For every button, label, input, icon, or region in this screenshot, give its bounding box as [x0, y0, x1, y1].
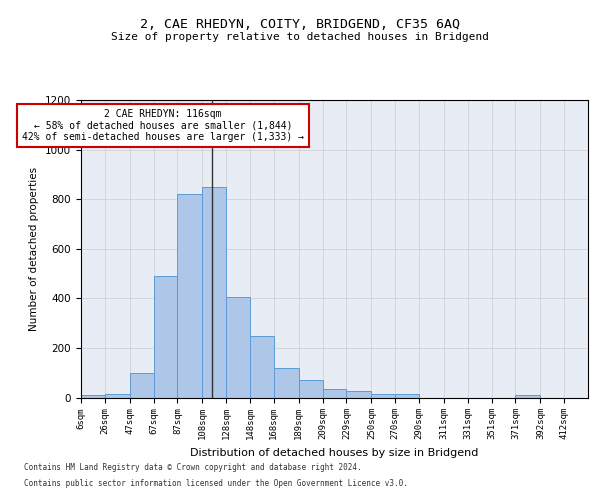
Bar — [154, 276, 178, 398]
Bar — [250, 336, 274, 398]
Text: 2 CAE RHEDYN: 116sqm
← 58% of detached houses are smaller (1,844)
42% of semi-de: 2 CAE RHEDYN: 116sqm ← 58% of detached h… — [22, 108, 304, 142]
Bar — [202, 187, 226, 398]
Y-axis label: Number of detached properties: Number of detached properties — [29, 166, 40, 331]
Bar — [371, 394, 395, 398]
Bar — [323, 389, 346, 398]
Text: Contains public sector information licensed under the Open Government Licence v3: Contains public sector information licen… — [24, 478, 408, 488]
Bar — [130, 372, 154, 398]
Text: Contains HM Land Registry data © Crown copyright and database right 2024.: Contains HM Land Registry data © Crown c… — [24, 464, 362, 472]
Bar — [178, 194, 202, 398]
Bar — [81, 395, 105, 398]
Text: 2, CAE RHEDYN, COITY, BRIDGEND, CF35 6AQ: 2, CAE RHEDYN, COITY, BRIDGEND, CF35 6AQ — [140, 18, 460, 30]
X-axis label: Distribution of detached houses by size in Bridgend: Distribution of detached houses by size … — [190, 448, 479, 458]
Bar — [395, 394, 419, 398]
Bar — [226, 297, 250, 398]
Bar — [299, 380, 323, 398]
Bar — [105, 394, 130, 398]
Bar — [346, 392, 371, 398]
Bar — [515, 395, 541, 398]
Text: Size of property relative to detached houses in Bridgend: Size of property relative to detached ho… — [111, 32, 489, 42]
Bar — [274, 368, 299, 398]
